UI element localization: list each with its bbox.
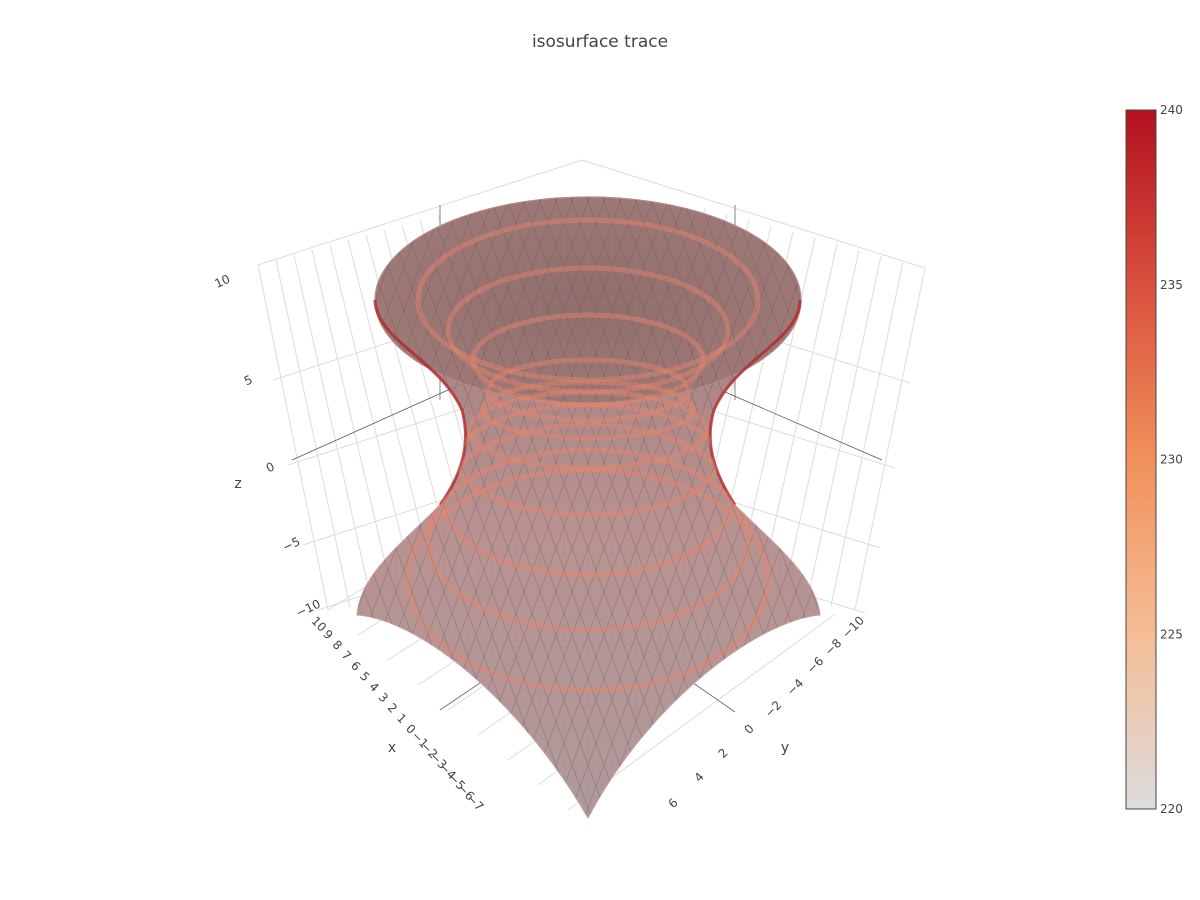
colorbar-tick-label: 235 xyxy=(1160,278,1183,292)
y-tick-label: −8 xyxy=(822,636,844,658)
isosurface[interactable] xyxy=(0,180,1188,830)
z-tick-label: −5 xyxy=(280,534,302,554)
grid-line xyxy=(806,255,882,603)
grid-line xyxy=(854,267,926,611)
grid-line xyxy=(581,159,926,269)
colorbar-tick-label: 240 xyxy=(1160,103,1183,117)
x-tick-label: 2 xyxy=(385,701,400,716)
contour-ring xyxy=(415,217,761,383)
y-axis-title: y xyxy=(781,740,789,756)
grid-line xyxy=(782,249,860,599)
contour-ring xyxy=(405,467,771,693)
grid-line xyxy=(311,249,395,602)
x-tick-label: 1 xyxy=(394,711,409,726)
y-tick-label: 2 xyxy=(716,746,731,761)
x-tick-label: 4 xyxy=(366,680,381,695)
contour-ring xyxy=(445,265,731,395)
z-axis-title: z xyxy=(234,476,241,492)
grid-line xyxy=(758,243,838,595)
grid-line xyxy=(257,264,329,611)
colorbar: 240 235 230 225 220 xyxy=(1125,103,1183,816)
colorbar-tick-label: 230 xyxy=(1160,453,1183,467)
y-tick-label: −10 xyxy=(839,613,867,641)
contour-ring xyxy=(425,447,751,633)
x-tick-label: 5 xyxy=(357,669,372,684)
y-tick-label: −6 xyxy=(804,654,826,676)
z-tick-label: 10 xyxy=(212,272,232,291)
surface-edge-left xyxy=(373,299,468,506)
chart-title: isosurface trace xyxy=(531,32,669,52)
contour-ring xyxy=(480,379,696,441)
z-tick-label: 5 xyxy=(242,372,255,388)
x-axis-title: x xyxy=(388,740,396,756)
grid-line xyxy=(293,254,373,605)
y-tick-label: 0 xyxy=(742,722,757,737)
x-tick-label: 7 xyxy=(339,648,354,663)
x-tick-label: 3 xyxy=(376,690,391,705)
colorbar-gradient xyxy=(1125,109,1157,810)
contour-ring xyxy=(467,389,709,471)
grid-line xyxy=(257,159,583,266)
z-tick-label: 0 xyxy=(264,459,277,475)
y-tick-label: 4 xyxy=(692,770,707,785)
grid-line xyxy=(275,259,351,608)
surface-edge-right xyxy=(708,299,802,506)
x-tick-label: 6 xyxy=(348,659,363,674)
y-tick-label: 6 xyxy=(666,796,681,811)
contour-ring xyxy=(470,312,706,408)
colorbar-tick-label: 225 xyxy=(1160,627,1183,641)
grid-line xyxy=(830,261,904,607)
grid-line xyxy=(329,244,417,599)
x-tick-label: 8 xyxy=(330,638,345,653)
y-tick-label: −4 xyxy=(784,676,806,698)
colorbar-tick-label: 220 xyxy=(1160,802,1183,816)
contour-ring xyxy=(485,357,691,423)
y-tick-label: −2 xyxy=(762,698,784,720)
